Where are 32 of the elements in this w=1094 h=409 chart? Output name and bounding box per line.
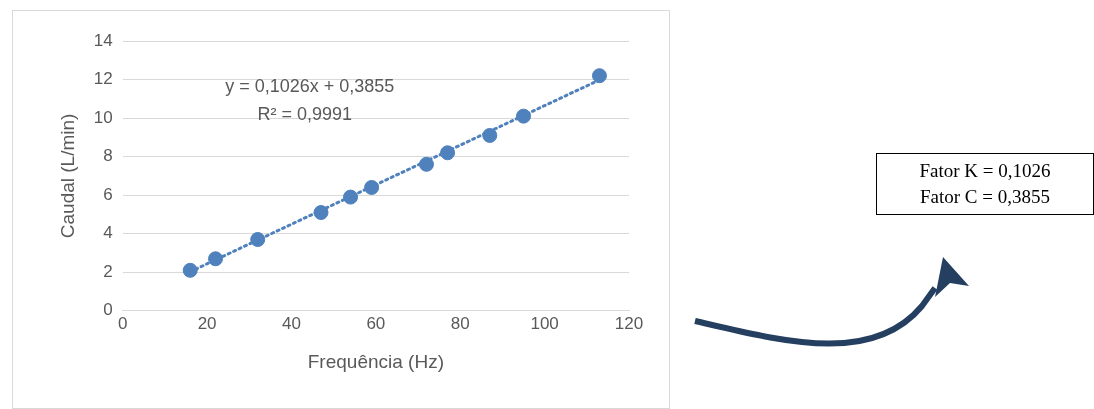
point (364, 179, 380, 195)
annotation: R² = 0,9991 (257, 104, 352, 124)
y-tick-label: 8 (103, 146, 113, 166)
point (250, 232, 266, 247)
point (313, 205, 329, 221)
point (208, 251, 224, 267)
y-tick-label: 0 (103, 300, 113, 320)
y-tick-label: 6 (103, 184, 113, 204)
y-tick-label: 12 (93, 69, 113, 89)
x-axis-title: Frequência (Hz) (307, 350, 444, 372)
x-tick-label: 100 (530, 313, 559, 333)
point (440, 145, 456, 161)
text: Fator K = 0,1026 (918, 159, 1052, 183)
point (591, 68, 607, 84)
x-tick-label: 20 (197, 313, 217, 333)
x-tick-label: 40 (282, 313, 301, 333)
point (482, 127, 498, 143)
y-tick-label: 10 (93, 107, 113, 127)
y-tick-label: 2 (103, 261, 113, 281)
point (343, 189, 359, 205)
y-tick-label: 4 (103, 223, 113, 243)
annotation: y = 0,1026x + 0,3855 (225, 76, 395, 96)
x-tick-label: 60 (366, 313, 386, 333)
point (418, 156, 434, 172)
y-axis-title: Caudal (L/min) (56, 113, 78, 239)
y-tick-label: 14 (93, 30, 113, 50)
point (516, 108, 532, 124)
point (182, 262, 198, 278)
x-tick-label: 80 (450, 313, 470, 333)
x-tick-label: 120 (614, 313, 644, 333)
x-tick-label: 0 (117, 313, 128, 333)
text: Fator C = 0,3855 (919, 185, 1051, 209)
